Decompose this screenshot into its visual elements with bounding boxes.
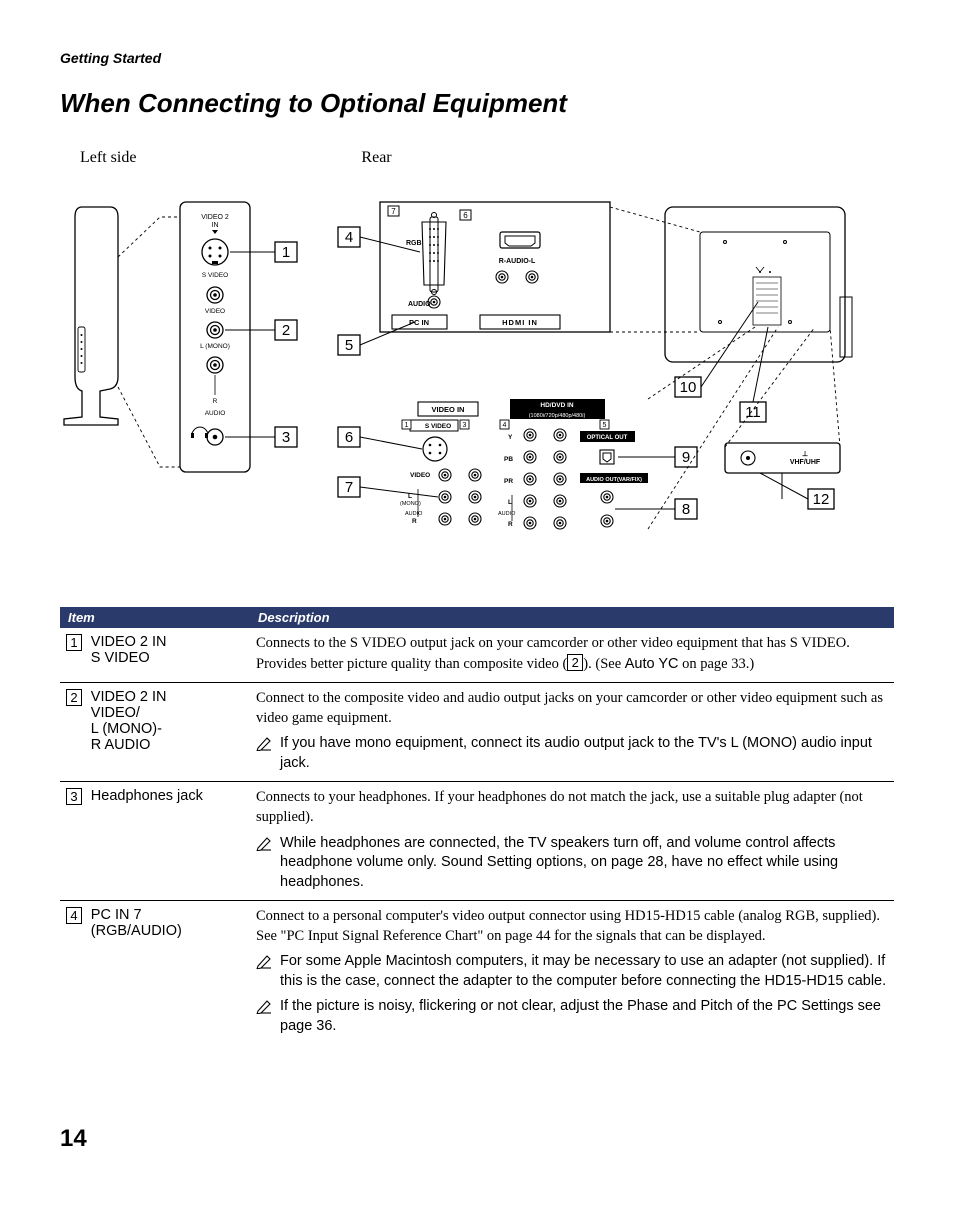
svg-text:L: L	[508, 499, 512, 506]
diagram-area: Left side Rear	[60, 149, 894, 557]
callout-9: 9	[682, 449, 690, 466]
note-icon	[256, 953, 276, 976]
left-side-label: Left side	[80, 149, 136, 167]
callout-7: 7	[345, 479, 353, 496]
callout-11: 11	[745, 404, 761, 421]
svg-text:PB: PB	[504, 456, 513, 463]
row-description: Connect to the composite video and audio…	[250, 683, 894, 782]
row-label: VIDEO 2 INVIDEO/L (MONO)-R AUDIO	[85, 683, 250, 782]
svg-text:R: R	[213, 398, 218, 405]
callout-3: 3	[282, 429, 290, 446]
callout-5: 5	[345, 337, 353, 354]
svg-text:⊥: ⊥	[802, 450, 808, 458]
page-title: When Connecting to Optional Equipment	[60, 88, 894, 119]
svg-text:VIDEO IN: VIDEO IN	[432, 405, 465, 414]
note-icon	[256, 835, 276, 858]
svg-text:4: 4	[503, 422, 507, 429]
antenna-panel: ⊥ VHF/UHF	[725, 443, 840, 473]
row-label: VIDEO 2 INS VIDEO	[85, 628, 250, 683]
svg-text:AUDIO OUT(VAR/FIX): AUDIO OUT(VAR/FIX)	[586, 477, 642, 483]
svg-text:AUDIO: AUDIO	[498, 511, 516, 517]
page-number: 14	[60, 1125, 894, 1153]
row-description: Connects to the S VIDEO output jack on y…	[250, 628, 894, 683]
callout-4: 4	[345, 229, 353, 246]
svg-text:IN: IN	[212, 222, 219, 229]
svg-text:AUDIO: AUDIO	[205, 410, 226, 417]
svg-text:R-AUDIO-L: R-AUDIO-L	[499, 258, 536, 265]
side-panel-enlarged: VIDEO 2 IN S VIDEO VIDEO L (MONO) R AUDI…	[180, 202, 250, 472]
svg-text:VIDEO: VIDEO	[410, 472, 430, 479]
tv-left-profile	[64, 207, 118, 425]
row-number: 4	[66, 907, 82, 924]
note-text: While headphones are connected, the TV s…	[280, 834, 888, 893]
svg-text:AUDIO: AUDIO	[405, 511, 423, 517]
svg-text:R: R	[508, 521, 513, 528]
svg-text:HD/DVD IN: HD/DVD IN	[540, 402, 574, 409]
svg-text:S VIDEO: S VIDEO	[202, 272, 228, 279]
callout-10: 10	[680, 379, 697, 396]
label-video2: VIDEO 2	[201, 214, 229, 221]
svg-text:R: R	[412, 518, 417, 525]
svg-text:5: 5	[603, 422, 607, 429]
callout-2: 2	[282, 322, 290, 339]
svg-text:7: 7	[391, 207, 396, 216]
svg-text:OPTICAL OUT: OPTICAL OUT	[587, 435, 628, 441]
svg-text:6: 6	[463, 211, 468, 220]
rear-upper-panel: RGB AUDIO R-AUDIO-L PC IN HDMI IN 7 6	[380, 202, 610, 332]
svg-text:S VIDEO: S VIDEO	[425, 423, 451, 430]
svg-text:(1080i/720p/480p/480i): (1080i/720p/480p/480i)	[529, 413, 586, 419]
section-label: Getting Started	[60, 50, 894, 66]
svg-text:RGB: RGB	[406, 240, 422, 247]
note-text: If you have mono equipment, connect its …	[280, 734, 888, 773]
rear-lower-panel: VIDEO IN HD/DVD IN (1080i/720p/480p/480i…	[400, 399, 648, 529]
table-row: 1 VIDEO 2 INS VIDEO Connects to the S VI…	[60, 628, 894, 683]
callout-1: 1	[282, 244, 290, 261]
svg-text:3: 3	[463, 422, 467, 429]
svg-text:L (MONO): L (MONO)	[200, 343, 230, 350]
rear-label: Rear	[361, 149, 391, 167]
row-description: Connect to a personal computer's video o…	[250, 901, 894, 1045]
table-row: 4 PC IN 7(RGB/AUDIO) Connect to a person…	[60, 901, 894, 1045]
table-row: 3 Headphones jack Connects to your headp…	[60, 782, 894, 901]
callout-6: 6	[345, 429, 353, 446]
header-description: Description	[250, 607, 894, 628]
header-item: Item	[60, 607, 250, 628]
row-number: 3	[66, 788, 82, 805]
note-text: If the picture is noisy, flickering or n…	[280, 997, 888, 1036]
note-icon	[256, 998, 276, 1021]
row-number: 2	[66, 689, 82, 706]
row-label: Headphones jack	[85, 782, 250, 901]
row-number: 1	[66, 634, 82, 651]
table-row: 2 VIDEO 2 INVIDEO/L (MONO)-R AUDIO Conne…	[60, 683, 894, 782]
callout-12: 12	[813, 491, 830, 508]
connection-diagram: VIDEO 2 IN S VIDEO VIDEO L (MONO) R AUDI…	[60, 177, 890, 557]
description-table: Item Description 1 VIDEO 2 INS VIDEO Con…	[60, 607, 894, 1045]
callout-8: 8	[682, 501, 690, 518]
svg-text:AUDIO: AUDIO	[408, 301, 431, 308]
row-label: PC IN 7(RGB/AUDIO)	[85, 901, 250, 1045]
note-text: For some Apple Macintosh computers, it m…	[280, 952, 888, 991]
svg-text:VHF/UHF: VHF/UHF	[790, 459, 821, 466]
svg-text:1: 1	[405, 422, 409, 429]
note-icon	[256, 735, 276, 758]
svg-text:HDMI IN: HDMI IN	[502, 318, 538, 327]
row-description: Connects to your headphones. If your hea…	[250, 782, 894, 901]
svg-text:Y: Y	[508, 434, 513, 441]
svg-text:PR: PR	[504, 478, 513, 485]
svg-text:VIDEO: VIDEO	[205, 308, 225, 315]
svg-text:PC IN: PC IN	[409, 318, 429, 327]
